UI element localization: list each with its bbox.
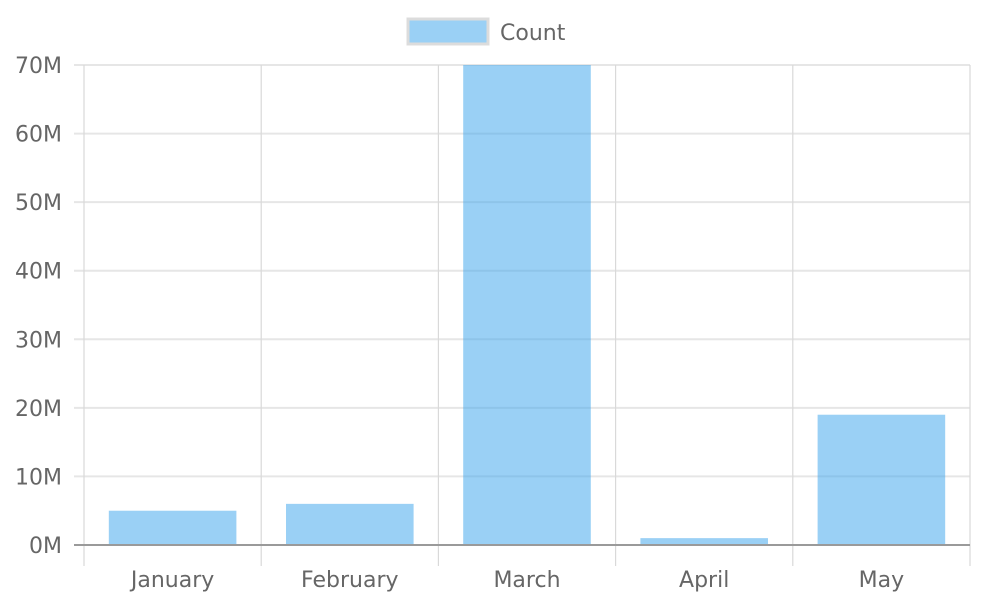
x-axis-ticks: January February March April May	[129, 568, 904, 593]
bar-april[interactable]	[640, 538, 768, 545]
bar-march[interactable]	[463, 65, 591, 545]
x-tick-label: January	[129, 568, 214, 593]
legend[interactable]: Count	[406, 17, 566, 46]
x-tick-label: February	[301, 568, 399, 593]
legend-label-count[interactable]: Count	[500, 21, 566, 46]
x-tick-label: April	[679, 568, 729, 593]
bar-february[interactable]	[286, 503, 414, 545]
bar-january[interactable]	[108, 510, 237, 545]
y-tick-label: 70M	[15, 54, 62, 79]
legend-swatch-count[interactable]	[406, 17, 490, 46]
y-axis-ticks: 0M 10M 20M 30M 40M 50M 60M 70M	[15, 54, 62, 559]
y-tick-label: 40M	[15, 260, 62, 285]
y-tick-label: 50M	[15, 191, 62, 216]
y-tick-label: 10M	[15, 465, 62, 490]
y-tick-label: 30M	[15, 328, 62, 353]
y-tick-label: 60M	[15, 123, 62, 148]
bar-may[interactable]	[817, 414, 946, 545]
x-tick-label: May	[859, 568, 904, 593]
bars	[108, 65, 946, 545]
x-tick-label: March	[493, 568, 560, 593]
y-tick-label: 0M	[29, 534, 62, 559]
y-tick-label: 20M	[15, 397, 62, 422]
